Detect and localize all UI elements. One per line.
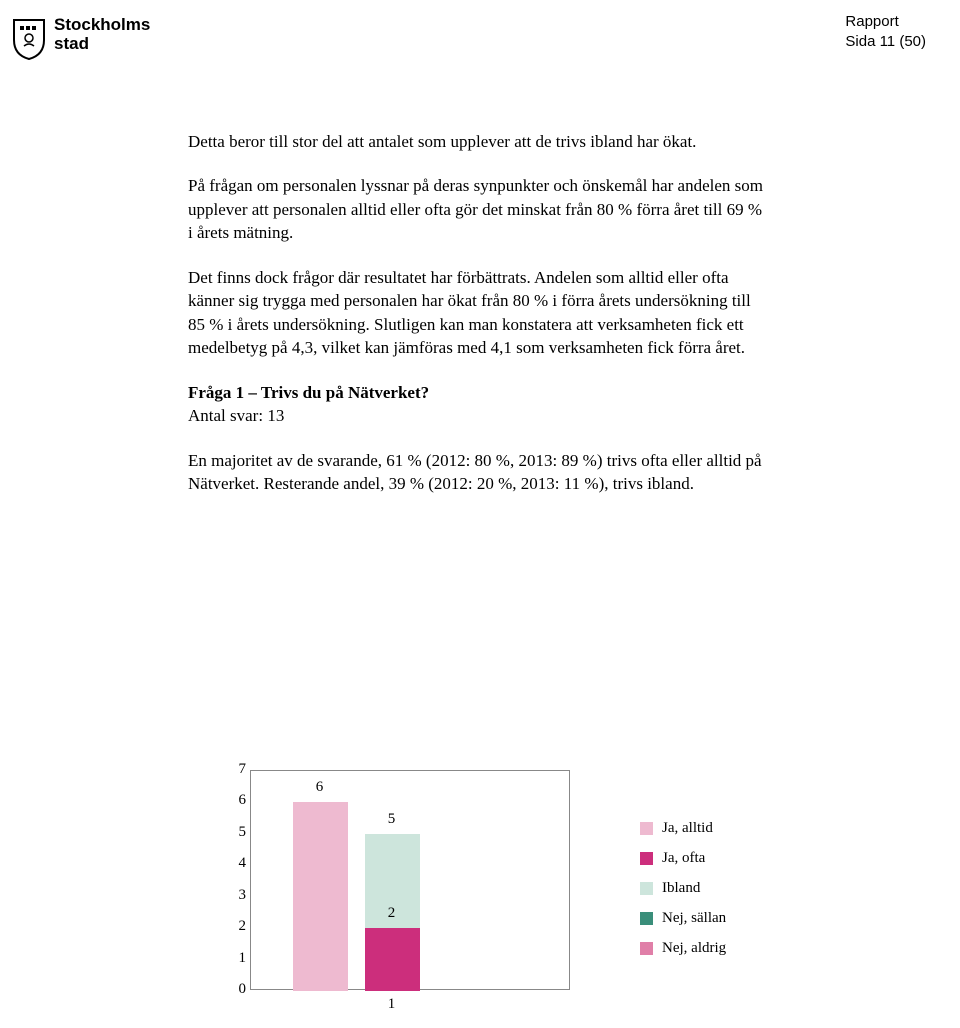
legend-swatch <box>640 822 653 835</box>
y-tick-label: 4 <box>222 855 246 872</box>
legend-swatch <box>640 852 653 865</box>
y-tick-label: 0 <box>222 981 246 998</box>
main-content: Detta beror till stor del att antalet so… <box>188 130 768 516</box>
legend-swatch <box>640 882 653 895</box>
question-heading: Fråga 1 – Trivs du på Nätverket? <box>188 383 429 402</box>
legend-label: Ibland <box>662 880 700 897</box>
page-header-right: Rapport Sida 11 (50) <box>845 12 926 53</box>
legend-item: Nej, aldrig <box>640 940 726 957</box>
report-label: Rapport <box>845 12 926 32</box>
legend-item: Nej, sällan <box>640 910 726 927</box>
site-logo: Stockholms stad <box>10 16 150 65</box>
y-tick-label: 6 <box>222 792 246 809</box>
legend-label: Ja, alltid <box>662 820 713 837</box>
paragraph-1: Detta beror till stor del att antalet so… <box>188 130 768 153</box>
chart-plot-area <box>250 770 570 990</box>
x-category-label: 1 <box>364 996 419 1013</box>
bar-value-label: 6 <box>292 779 347 796</box>
paragraph-3: Det finns dock frågor där resultatet har… <box>188 266 768 360</box>
legend-item: Ibland <box>640 880 726 897</box>
legend-label: Nej, aldrig <box>662 940 726 957</box>
logo-text: Stockholms stad <box>54 16 150 53</box>
y-tick-label: 3 <box>222 887 246 904</box>
legend-swatch <box>640 912 653 925</box>
paragraph-4: En majoritet av de svarande, 61 % (2012:… <box>188 449 768 496</box>
y-tick-label: 1 <box>222 950 246 967</box>
bar-value-label: 5 <box>364 811 419 828</box>
logo-line1: Stockholms <box>54 15 150 34</box>
legend-swatch <box>640 942 653 955</box>
chart-bar <box>365 928 420 991</box>
logo-line2: stad <box>54 34 89 53</box>
legend-label: Ja, ofta <box>662 850 705 867</box>
legend-label: Nej, sällan <box>662 910 726 927</box>
chart-legend: Ja, alltid Ja, ofta Ibland Nej, sällan Nej, … <box>640 820 726 970</box>
y-tick-label: 7 <box>222 761 246 778</box>
y-tick-label: 2 <box>222 918 246 935</box>
page-number: Sida 11 (50) <box>845 32 926 52</box>
bar-chart: Ja, alltid Ja, ofta Ibland Nej, sällan Nej, … <box>210 770 830 1020</box>
answer-count: Antal svar: 13 <box>188 406 284 425</box>
chart-bar <box>293 802 348 991</box>
bar-value-label: 2 <box>364 905 419 922</box>
legend-item: Ja, alltid <box>640 820 726 837</box>
shield-icon <box>10 16 48 65</box>
legend-item: Ja, ofta <box>640 850 726 867</box>
y-tick-label: 5 <box>222 824 246 841</box>
question-heading-block: Fråga 1 – Trivs du på Nätverket? Antal s… <box>188 381 768 428</box>
paragraph-2: På frågan om personalen lyssnar på deras… <box>188 174 768 244</box>
